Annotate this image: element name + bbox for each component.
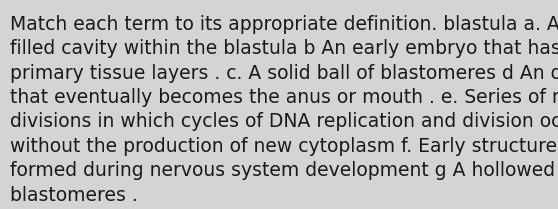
Text: primary tissue layers . c. A solid ball of blastomeres d An opening: primary tissue layers . c. A solid ball … [10,64,558,83]
Text: Match each term to its appropriate definition. blastula a. A fluid: Match each term to its appropriate defin… [10,15,558,34]
Text: without the production of new cytoplasm f. Early structure: without the production of new cytoplasm … [10,137,557,156]
Text: that eventually becomes the anus or mouth . e. Series of mitotic: that eventually becomes the anus or mout… [10,88,558,107]
Text: divisions in which cycles of DNA replication and division occur: divisions in which cycles of DNA replica… [10,112,558,131]
Text: blastomeres .: blastomeres . [10,186,138,205]
Text: filled cavity within the blastula b An early embryo that has three: filled cavity within the blastula b An e… [10,39,558,58]
Text: formed during nervous system development g A hollowed ball of: formed during nervous system development… [10,161,558,180]
